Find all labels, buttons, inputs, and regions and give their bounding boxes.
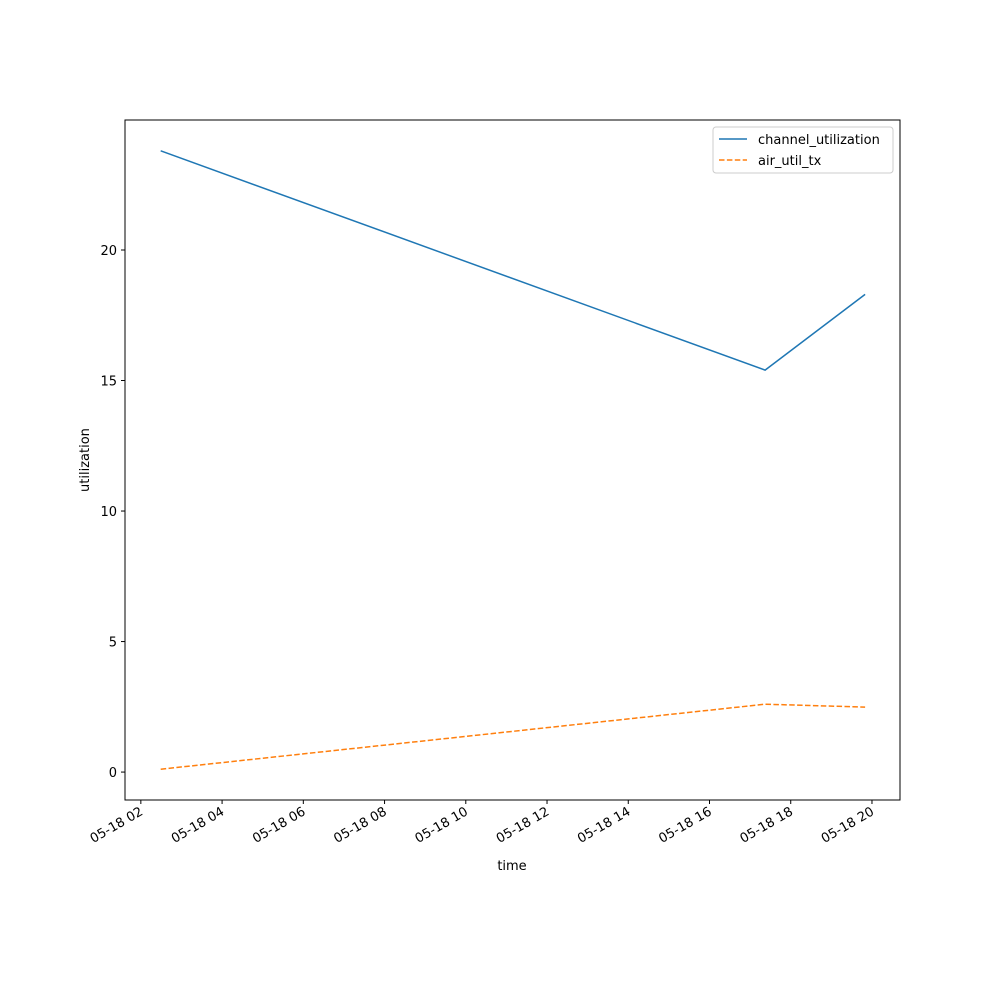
y-tick-label: 15 <box>100 375 117 390</box>
x-tick-label: 05-18 16 <box>656 804 714 846</box>
x-tick-label: 05-18 04 <box>169 804 227 846</box>
y-tick-label: 5 <box>109 636 117 651</box>
x-tick-label: 05-18 20 <box>819 804 877 846</box>
plot-area <box>125 120 900 800</box>
x-axis-label: time <box>497 859 526 874</box>
legend: channel_utilization air_util_tx <box>713 127 893 173</box>
legend-label-channel-utilization: channel_utilization <box>758 133 880 148</box>
x-tick-label: 05-18 02 <box>88 804 146 846</box>
y-tick-label: 0 <box>109 766 117 781</box>
x-tick-label: 05-18 10 <box>413 804 471 846</box>
x-tick-label: 05-18 14 <box>575 804 633 846</box>
x-tick-label: 05-18 08 <box>331 804 389 846</box>
legend-label-air-util-tx: air_util_tx <box>758 154 822 169</box>
y-axis-label: utilization <box>78 428 93 492</box>
x-tick-label: 05-18 18 <box>738 804 796 846</box>
x-tick-label: 05-18 12 <box>494 804 552 846</box>
y-tick-label: 20 <box>100 244 117 259</box>
y-tick-label: 10 <box>100 505 117 520</box>
x-tick-label: 05-18 06 <box>250 804 308 846</box>
